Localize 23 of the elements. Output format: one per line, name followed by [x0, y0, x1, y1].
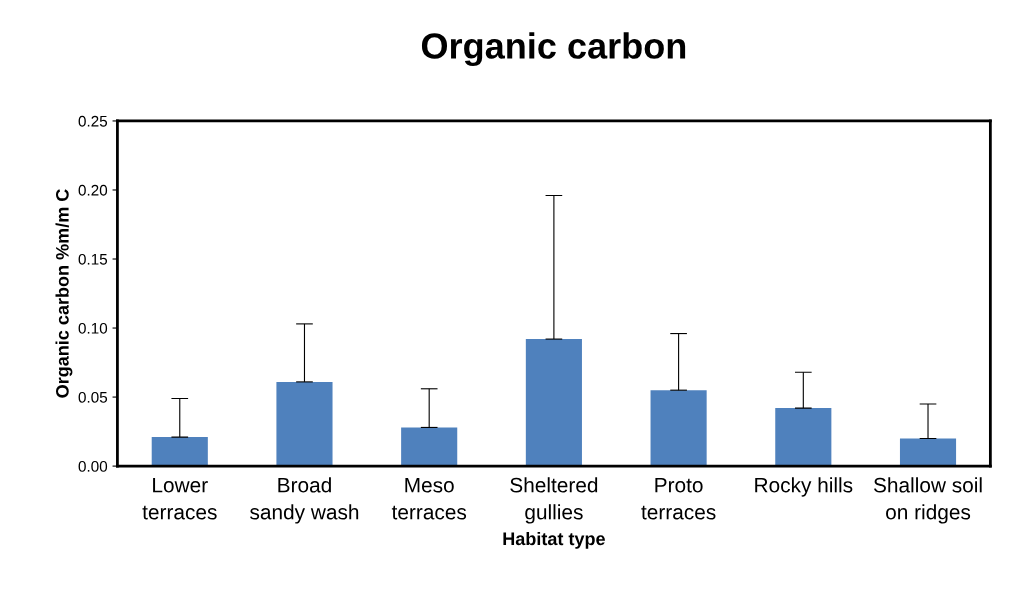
y-tick-label: 0.00 — [78, 460, 108, 472]
x-tick-label: Meso terraces — [391, 477, 467, 520]
bar — [650, 390, 707, 467]
bar — [151, 437, 208, 467]
chart-title: Organic carbon — [421, 32, 686, 67]
x-tick-label: Proto terraces — [641, 477, 716, 520]
x-tick-label: Broad sandy wash — [250, 477, 359, 524]
y-tick-label: 0.20 — [78, 184, 108, 196]
bar — [775, 408, 832, 467]
bar — [899, 438, 957, 467]
x-axis-title: Habitat type — [503, 531, 605, 549]
x-tick-label: Lower terraces — [142, 477, 217, 520]
x-tick-label: Sheltered gullies — [510, 477, 598, 524]
x-tick-label: Rocky hills — [755, 477, 853, 497]
y-tick-label: 0.10 — [78, 322, 108, 334]
y-tick-label: 0.15 — [78, 253, 108, 265]
x-tick-label: Shallow soil on ridges — [873, 477, 982, 524]
y-axis-title: Organic carbon %m/m C — [55, 189, 73, 398]
y-tick-label: 0.25 — [78, 115, 108, 127]
bar — [525, 339, 582, 467]
bar — [401, 427, 458, 467]
bar — [276, 381, 333, 467]
y-tick-label: 0.05 — [78, 391, 108, 403]
